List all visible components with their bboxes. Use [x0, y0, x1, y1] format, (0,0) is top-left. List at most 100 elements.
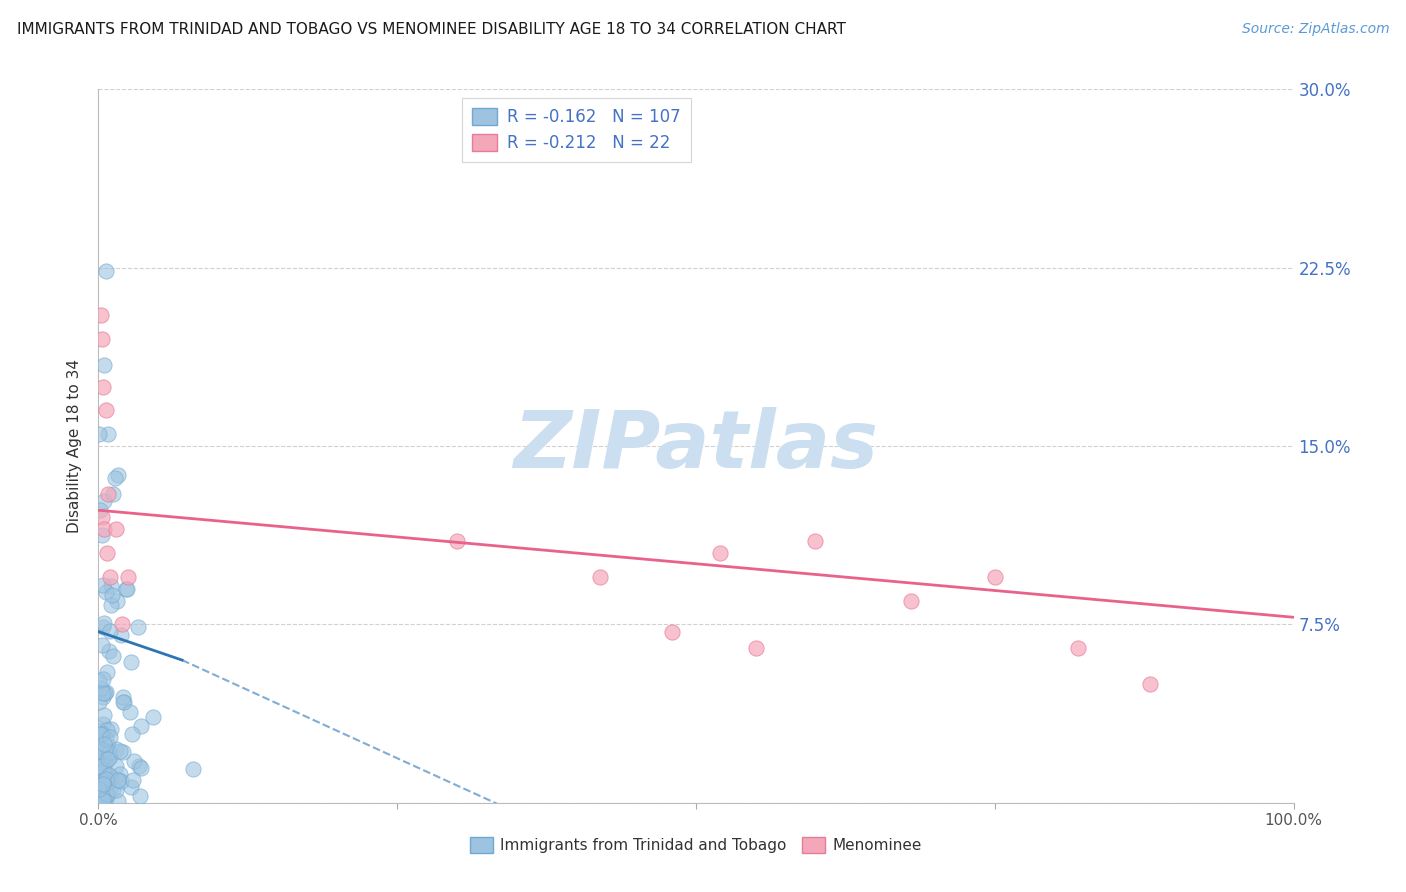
Point [91, 510, 114, 524]
Point [90, 727, 112, 741]
Point [110, 628, 132, 642]
Point [103, 782, 125, 797]
Point [93, 522, 115, 536]
Point [100, 598, 122, 612]
Point [98, 730, 121, 744]
Legend: Immigrants from Trinidad and Tobago, Menominee: Immigrants from Trinidad and Tobago, Men… [464, 831, 928, 859]
Point [589, 570, 612, 584]
Point [89, 793, 111, 807]
Point [107, 467, 129, 482]
Point [181, 762, 204, 776]
Point [142, 710, 165, 724]
Point [90, 790, 112, 805]
Point [120, 705, 142, 719]
Point [91, 777, 114, 791]
Point [112, 695, 135, 709]
Point [89, 723, 111, 738]
Point [115, 582, 138, 596]
Point [129, 718, 152, 732]
Point [91, 686, 114, 700]
Point [105, 742, 128, 756]
Point [93, 737, 115, 751]
Point [97, 767, 120, 781]
Point [94, 731, 117, 746]
Point [120, 780, 142, 794]
Point [89, 674, 111, 689]
Point [96, 546, 118, 560]
Point [110, 766, 132, 780]
Point [105, 594, 128, 608]
Point [89, 729, 111, 743]
Point [120, 655, 142, 669]
Point [98, 750, 121, 764]
Point [94, 403, 117, 417]
Point [107, 772, 129, 787]
Point [105, 783, 128, 797]
Point [91, 527, 114, 541]
Point [97, 644, 120, 658]
Point [90, 772, 112, 786]
Point [89, 744, 111, 758]
Point [91, 773, 114, 788]
Point [1067, 641, 1090, 656]
Text: Source: ZipAtlas.com: Source: ZipAtlas.com [1241, 22, 1389, 37]
Point [98, 570, 122, 584]
Point [94, 685, 117, 699]
Point [127, 620, 149, 634]
Point [91, 620, 114, 634]
Point [117, 570, 139, 584]
Point [101, 486, 124, 500]
Point [87, 765, 110, 780]
Point [96, 739, 118, 753]
Point [121, 727, 143, 741]
Point [93, 793, 115, 807]
Point [91, 379, 114, 393]
Point [89, 759, 111, 773]
Point [122, 755, 145, 769]
Point [89, 503, 111, 517]
Point [89, 771, 111, 785]
Point [117, 582, 139, 596]
Point [96, 665, 118, 680]
Point [96, 723, 118, 738]
Point [105, 522, 128, 536]
Point [900, 593, 922, 607]
Point [90, 638, 112, 652]
Point [107, 793, 129, 807]
Point [108, 744, 131, 758]
Point [96, 772, 118, 787]
Point [96, 264, 118, 278]
Point [129, 761, 152, 775]
Point [104, 470, 127, 484]
Point [98, 781, 121, 796]
Point [93, 746, 115, 760]
Point [93, 493, 115, 508]
Point [112, 690, 135, 705]
Point [121, 772, 143, 787]
Point [91, 791, 114, 805]
Point [128, 789, 150, 803]
Point [90, 726, 112, 740]
Point [101, 648, 124, 663]
Point [93, 707, 115, 722]
Point [93, 742, 115, 756]
Point [96, 584, 118, 599]
Point [98, 746, 121, 760]
Point [90, 681, 112, 695]
Point [96, 787, 118, 801]
Point [111, 617, 134, 632]
Point [91, 764, 114, 779]
Point [661, 624, 683, 639]
Point [91, 332, 114, 346]
Point [128, 759, 150, 773]
Point [91, 578, 114, 592]
Point [112, 745, 135, 759]
Y-axis label: Disability Age 18 to 34: Disability Age 18 to 34 [67, 359, 83, 533]
Text: IMMIGRANTS FROM TRINIDAD AND TOBAGO VS MENOMINEE DISABILITY AGE 18 TO 34 CORRELA: IMMIGRANTS FROM TRINIDAD AND TOBAGO VS M… [17, 22, 846, 37]
Point [91, 793, 114, 807]
Point [97, 486, 120, 500]
Point [446, 534, 468, 549]
Point [1139, 677, 1161, 691]
Point [94, 756, 117, 771]
Point [89, 787, 111, 801]
